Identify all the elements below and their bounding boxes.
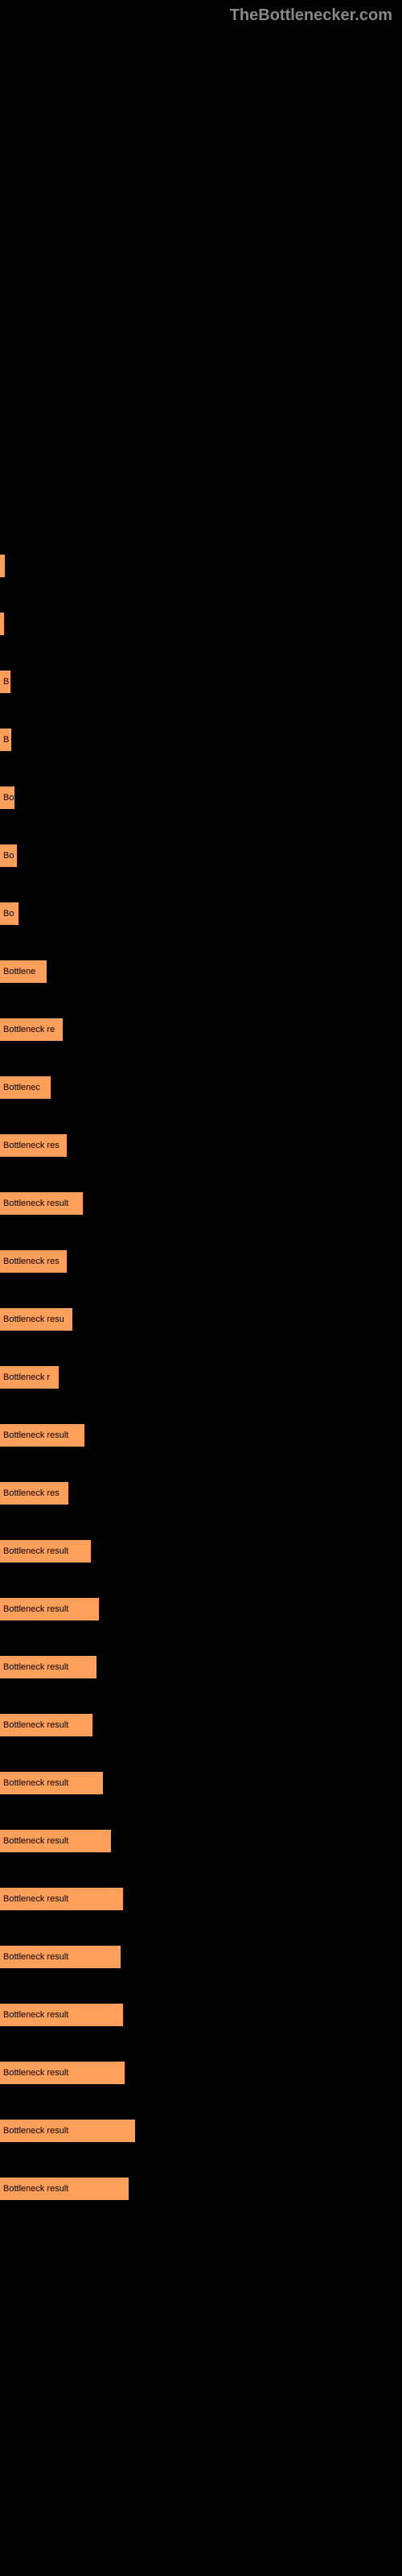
bar-row: Bottleneck result — [0, 1540, 402, 1563]
bar: Bottlenec — [0, 1076, 51, 1099]
bar-row: Bottleneck res — [0, 1482, 402, 1505]
bar-row: Bottleneck result — [0, 1598, 402, 1620]
bar: Bottleneck result — [0, 2004, 123, 2026]
bar: Bo — [0, 902, 18, 925]
bar-row: Bottleneck result — [0, 1714, 402, 1736]
bar-label: Bottleneck result — [3, 2010, 68, 2020]
bar-row: Bottleneck result — [0, 1888, 402, 1910]
bar-label: Bottleneck result — [3, 1546, 68, 1556]
bar-row: Bottleneck result — [0, 2062, 402, 2084]
bar-label: Bottleneck r — [3, 1373, 50, 1382]
bar-row: Bottlenec — [0, 1076, 402, 1099]
bar: Bottleneck result — [0, 2062, 125, 2084]
bar — [0, 555, 5, 577]
bar-label: Bottleneck result — [3, 1720, 68, 1730]
bar: Bottleneck result — [0, 1598, 99, 1620]
bar-row: Bottleneck res — [0, 1134, 402, 1157]
bar: Bottleneck result — [0, 2178, 129, 2200]
bar-row: B — [0, 671, 402, 693]
bar-row: Bottleneck resu — [0, 1308, 402, 1331]
bar-label: Bottlenec — [3, 1083, 40, 1092]
bar: B — [0, 729, 11, 751]
bar-row — [0, 555, 402, 577]
bars-container: B B Bo Bo Bo Bottlene Bottleneck re Bottlenec Bo… — [0, 555, 402, 2200]
bar: Bottleneck result — [0, 1946, 121, 1968]
bar-row: Bottleneck result — [0, 1192, 402, 1215]
bar-label: Bottleneck result — [3, 1199, 68, 1208]
bar-row: Bottleneck result — [0, 1830, 402, 1852]
bar: Bottleneck result — [0, 1424, 84, 1447]
bar: Bottleneck result — [0, 1830, 111, 1852]
bar-row: Bottleneck res — [0, 1250, 402, 1273]
bar-label: Bottleneck result — [3, 1662, 68, 1672]
bar-row: Bottleneck result — [0, 1772, 402, 1794]
bar: Bottleneck result — [0, 1714, 92, 1736]
bar-row: Bo — [0, 902, 402, 925]
bar-label: Bottleneck res — [3, 1488, 59, 1498]
bar-label: Bo — [3, 793, 14, 803]
bar-label: Bottleneck res — [3, 1257, 59, 1266]
bar-label: B — [3, 735, 9, 745]
bar: Bottleneck result — [0, 2120, 135, 2142]
bar-row: Bottleneck result — [0, 2120, 402, 2142]
bar-row — [0, 613, 402, 635]
bar-row: Bottleneck result — [0, 1946, 402, 1968]
bar-label: Bottleneck result — [3, 1836, 68, 1846]
bar-row: Bottleneck result — [0, 1656, 402, 1678]
bar: Bottlene — [0, 960, 47, 983]
bar-label: Bottleneck re — [3, 1025, 55, 1034]
bar-label: Bo — [3, 851, 14, 861]
spacer — [0, 31, 402, 555]
bar-label: Bottleneck result — [3, 2068, 68, 2078]
bar: Bottleneck re — [0, 1018, 63, 1041]
bar-row: Bottleneck result — [0, 1424, 402, 1447]
bar: Bottleneck result — [0, 1192, 83, 1215]
bar: Bottleneck result — [0, 1540, 91, 1563]
bar: Bo — [0, 844, 17, 867]
bar-label: Bottleneck result — [3, 1952, 68, 1962]
bar-row: Bottleneck r — [0, 1366, 402, 1389]
bar: Bottleneck result — [0, 1772, 103, 1794]
bar: Bottleneck resu — [0, 1308, 72, 1331]
bar-row: Bottleneck result — [0, 2178, 402, 2200]
bar — [0, 613, 4, 635]
bar-row: Bottleneck re — [0, 1018, 402, 1041]
bar-label: Bottleneck res — [3, 1141, 59, 1150]
bar-label: B — [3, 677, 9, 687]
bar-row: Bo — [0, 844, 402, 867]
bar: Bottleneck res — [0, 1134, 67, 1157]
bar-row: Bottleneck result — [0, 2004, 402, 2026]
bar: Bo — [0, 786, 14, 809]
bar: Bottleneck res — [0, 1482, 68, 1505]
bar-label: Bottleneck result — [3, 2126, 68, 2136]
bar-label: Bottleneck result — [3, 1430, 68, 1440]
bar-row: Bottlene — [0, 960, 402, 983]
bar-label: Bottleneck result — [3, 1604, 68, 1614]
bar: Bottleneck result — [0, 1656, 96, 1678]
bar-label: Bottleneck resu — [3, 1315, 64, 1324]
bar: Bottleneck result — [0, 1888, 123, 1910]
bar-row: B — [0, 729, 402, 751]
bar-label: Bo — [3, 909, 14, 919]
bar-label: Bottleneck result — [3, 1778, 68, 1788]
bar-label: Bottleneck result — [3, 2184, 68, 2194]
bar-label: Bottleneck result — [3, 1894, 68, 1904]
bar-row: Bo — [0, 786, 402, 809]
bar: B — [0, 671, 10, 693]
bar-label: Bottlene — [3, 967, 35, 976]
bar: Bottleneck r — [0, 1366, 59, 1389]
logo-text: TheBottlenecker.com — [0, 0, 402, 31]
bar: Bottleneck res — [0, 1250, 67, 1273]
